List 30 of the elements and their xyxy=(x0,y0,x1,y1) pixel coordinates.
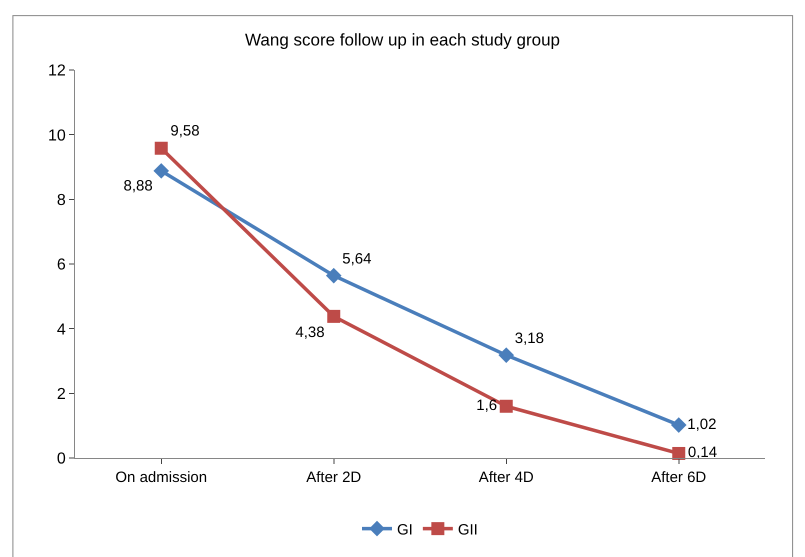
point xyxy=(500,400,513,413)
data-label: 8,88 xyxy=(124,178,153,195)
data-label: 4,38 xyxy=(295,324,325,341)
data-label: 3,18 xyxy=(514,330,544,347)
y-tick-label: 12 xyxy=(48,62,66,80)
y-tick-label: 10 xyxy=(48,127,66,144)
y-tick-label: 2 xyxy=(56,386,66,403)
y-tick-label: 6 xyxy=(56,256,66,274)
point xyxy=(153,163,170,179)
chart-title: Wang score follow up in each study group xyxy=(245,30,560,50)
point xyxy=(326,268,342,284)
data-label: 5,64 xyxy=(342,250,372,268)
data-label: 9,58 xyxy=(170,122,200,140)
legend-label: GI xyxy=(397,521,413,538)
point xyxy=(327,310,340,323)
data-label: 1,6 xyxy=(476,397,498,414)
x-tick-label: On admission xyxy=(115,469,208,486)
data-label: 1,02 xyxy=(687,416,716,433)
y-tick-label: 0 xyxy=(56,450,66,468)
x-tick-label: After 6D xyxy=(651,469,706,486)
point xyxy=(498,347,514,363)
x-tick-label: After 2D xyxy=(306,469,362,486)
x-tick-label: After 4D xyxy=(478,469,534,486)
point xyxy=(672,446,686,460)
y-tick-label: 4 xyxy=(56,321,66,338)
y-tick-label: 8 xyxy=(56,192,66,209)
point xyxy=(154,142,168,155)
legend-label: GII xyxy=(458,521,478,538)
point xyxy=(670,417,687,433)
data-label: 0,14 xyxy=(688,444,718,462)
